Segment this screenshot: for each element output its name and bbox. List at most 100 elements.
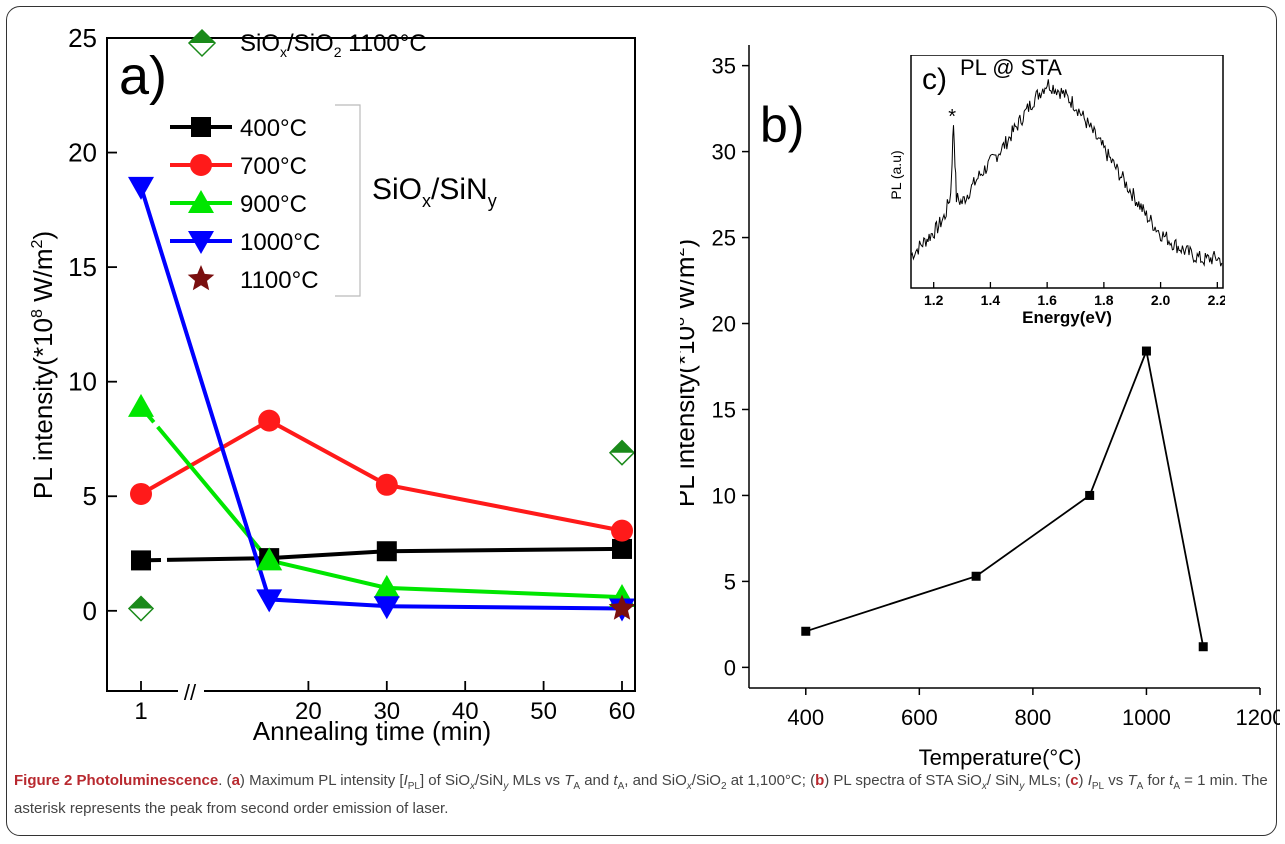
svg-text:PL intensity(*108 W/m2): PL intensity(*108 W/m2) <box>680 239 700 507</box>
panel-b-point <box>1198 642 1208 652</box>
panel-c-x-tick-label: 2.2 <box>1208 292 1225 308</box>
panel-c-x-axis-label: Energy(eV) <box>1022 308 1112 327</box>
panel-c-asterisk-annotation: * <box>948 106 956 128</box>
caption-body: . (a) Maximum PL intensity [IPL] of SiOx… <box>14 772 1268 817</box>
panel-a-x-tick-label: 40 <box>452 698 479 725</box>
panel-b-point <box>1085 490 1095 500</box>
legend-marker-1000°C <box>188 231 214 254</box>
panel-a-y-axis-label: PL intensity(*108 W/m2) <box>28 231 58 499</box>
panel-b-series-line <box>805 347 1205 647</box>
panel-a-y-tick-label: 15 <box>68 252 97 282</box>
panel-c-x-tick-label: 1.8 <box>1094 292 1114 308</box>
panel-a-chart: 0 5 10 15 20 25 1 20 30 40 50 60 // a) Annealing ti… <box>28 23 636 746</box>
panel-a-x-tick-label: 60 <box>609 698 636 725</box>
point-900°C <box>373 574 400 598</box>
point-900°C <box>256 547 283 571</box>
point-400°C <box>131 550 151 571</box>
legend-marker-900°C <box>188 190 214 213</box>
panel-b-x-tick-label: 1200 <box>1236 705 1280 730</box>
panel-c-spectrum-line <box>910 79 1223 267</box>
panel-c-plot-frame <box>910 55 1224 289</box>
legend-label-1100°C: 1100°C <box>240 267 319 294</box>
panel-c-static: c) PL @ STA Energy(eV) PL (a.u) * <box>888 55 1224 327</box>
point-400°C <box>376 541 397 562</box>
panel-a-x-tick-label: 20 <box>295 698 322 725</box>
point-1000°C <box>373 596 400 620</box>
panel-a-x-tick-label: 30 <box>373 698 400 725</box>
panel-a-x-tick-label: 1 <box>134 698 147 725</box>
axis-break-mark: // <box>184 680 197 705</box>
panel-a-legend: 400°C 700°C 900°C 1000°C 1100°C <box>170 28 320 294</box>
panel-c-x-tick-label: 1.2 <box>924 292 944 308</box>
panel-c-x-tick-label: 2.0 <box>1151 292 1171 308</box>
panel-b-point <box>971 571 981 581</box>
panel-c-x-tick-label: 1.4 <box>981 292 1001 308</box>
panel-a-plot-frame <box>106 37 636 692</box>
legend-marker-siox-sio2 <box>187 28 217 58</box>
point-700°C <box>130 482 152 505</box>
panel-b-y-tick-label: 35 <box>712 54 736 79</box>
point-SiOx/SiO2 1100°C <box>608 439 636 466</box>
figure-frame <box>6 6 1277 836</box>
panel-b-y-tick-label: 20 <box>712 312 736 337</box>
panel-b-x-tick-label: 1000 <box>1122 705 1171 730</box>
legend-label-400°C: 400°C <box>240 115 307 142</box>
panel-a-x-tick-label: 50 <box>530 698 557 725</box>
panel-c-inset-chart: 1.2 1.4 1.6 1.8 2.0 2.2 c) PL @ STA Energy(eV… <box>888 55 1225 327</box>
panel-b-point <box>801 626 811 636</box>
legend-label-700°C: 700°C <box>240 153 307 180</box>
series-line-900°C <box>139 405 623 600</box>
panel-b-y-tick-label: 0 <box>724 655 736 680</box>
series-line-1000°C <box>139 186 623 611</box>
legend-label-1000°C: 1000°C <box>240 229 320 256</box>
panel-a-y-tick-label: 10 <box>68 367 97 397</box>
panel-a-static: // a) Annealing time (min) PL intensity(… <box>28 30 636 746</box>
axis-break-mask <box>178 678 204 698</box>
legend-label-900°C: 900°C <box>240 191 307 218</box>
panel-b-x-tick-label: 600 <box>901 705 938 730</box>
panel-a-label: a) <box>119 46 167 106</box>
figure-caption: Figure 2 Photoluminescence. (a) Maximum … <box>14 770 1276 820</box>
legend-siox-sio2-label: SiOx/SiO2 1100°C <box>240 30 427 60</box>
caption-figure-label: Figure 2 Photoluminescence <box>14 772 219 789</box>
series-line-400°C <box>140 546 623 563</box>
panel-b-y-tick-label: 25 <box>712 226 736 251</box>
point-1100°C <box>608 594 636 620</box>
point-SiOx/SiO2 1100°C <box>127 595 155 622</box>
panel-c-y-axis-label: PL (a.u) <box>888 150 904 199</box>
panel-a-y-tick-label: 20 <box>68 138 97 168</box>
point-700°C <box>375 473 398 496</box>
panel-b-label: b) <box>760 97 804 153</box>
sioxsiny-label: SiOx/SiNy <box>372 173 497 211</box>
series-line-700°C <box>140 418 623 533</box>
panel-b-static: b) Temperature(°C) PL intensity(*108 W/m… <box>680 45 1260 770</box>
legend-marker-1100°C <box>187 265 215 291</box>
panel-b-x-tick-label: 800 <box>1015 705 1052 730</box>
panel-b-y-tick-label: 10 <box>712 483 736 508</box>
panel-b-y-tick-label: 5 <box>724 569 736 594</box>
point-400°C <box>612 538 632 559</box>
point-700°C <box>258 409 281 432</box>
panel-b-point <box>1141 346 1151 356</box>
panel-c-title: PL @ STA <box>960 55 1062 80</box>
panel-b-x-tick-label: 400 <box>787 705 824 730</box>
point-1000°C <box>256 589 283 613</box>
panel-b-y-tick-label: 30 <box>712 140 736 165</box>
panel-b-y-tick-label: 15 <box>712 397 736 422</box>
panel-b-x-axis-label: Temperature(°C) <box>919 745 1082 770</box>
panel-a-y-tick-label: 0 <box>83 596 97 626</box>
legend-marker-700°C <box>190 154 212 176</box>
svg-text:PL intensity(*108 W/m2): PL intensity(*108 W/m2) <box>28 231 58 499</box>
point-1000°C <box>128 176 154 200</box>
point-700°C <box>611 519 633 542</box>
panel-b-y-axis-label: PL intensity(*108 W/m2) <box>680 239 700 507</box>
legend-bracket <box>335 104 361 297</box>
panel-a-y-tick-label: 5 <box>83 481 97 511</box>
panel-c-x-tick-label: 1.6 <box>1037 292 1057 308</box>
panel-c-label: c) <box>922 63 947 96</box>
panel-a-x-axis-label: Annealing time (min) <box>253 716 491 746</box>
panel-a-y-tick-label: 25 <box>68 23 97 53</box>
panel-b-chart: 0 5 10 15 20 25 30 35 400 600 800 1000 1200 b) Tempe… <box>680 45 1280 770</box>
legend-marker-400°C <box>191 117 211 137</box>
point-900°C <box>128 393 154 417</box>
